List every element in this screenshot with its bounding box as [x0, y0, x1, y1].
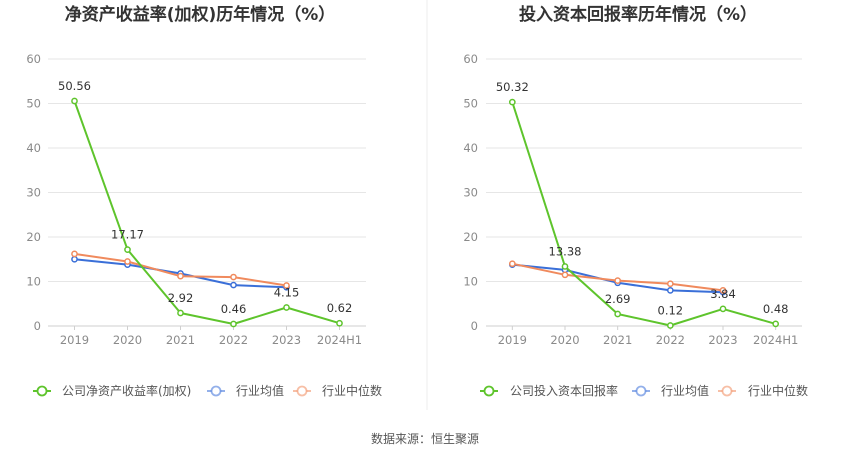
data-label: 0.46	[221, 302, 247, 316]
y-tick-label: 50	[26, 97, 41, 111]
data-label: 4.15	[274, 286, 300, 300]
data-label: 2.92	[168, 291, 194, 305]
legend-label: 行业均值	[661, 383, 709, 398]
data-point-industry_median	[508, 260, 516, 268]
data-point-company	[124, 246, 131, 253]
series-line-industry_median	[74, 252, 287, 287]
data-point-company	[283, 304, 290, 311]
data-label: 0.48	[763, 302, 789, 316]
x-tick-label: 2019	[498, 333, 527, 347]
data-label: 17.17	[111, 228, 144, 242]
data-label: 0.12	[658, 303, 684, 317]
data-point-company	[666, 322, 674, 329]
x-tick-label: 2023	[272, 333, 301, 347]
y-tick-label: 0	[471, 319, 478, 333]
y-tick-label: 10	[26, 275, 41, 289]
data-point-industry_median	[666, 280, 674, 288]
data-point-company	[772, 320, 780, 328]
y-tick-label: 10	[463, 275, 478, 289]
series-line-company	[73, 100, 340, 325]
legend-label: 公司净资产收益率(加权)	[62, 383, 191, 398]
y-tick-label: 30	[463, 186, 478, 200]
x-tick-label: 2021	[166, 333, 195, 347]
roe-chart: 净资产收益率(加权)历年情况（%） 0 10 20 30 40 50 60 2019 2020 20…	[26, 4, 382, 398]
legend-label: 行业中位数	[322, 383, 382, 398]
data-point-industry_median	[230, 273, 237, 281]
legend-swatch-marker	[483, 385, 495, 397]
data-point-company	[71, 97, 78, 105]
legend-swatch-marker	[36, 385, 48, 397]
data-source-note: 数据来源：恒生聚源	[371, 431, 479, 446]
x-tick-label: 2024H1	[753, 333, 798, 347]
y-tick-label: 20	[463, 230, 478, 244]
data-point-industry_avg	[230, 281, 237, 289]
chart-title: 投入资本回报率历年情况（%）	[519, 4, 757, 25]
data-label: 50.32	[496, 80, 529, 94]
legend-swatch-marker	[635, 385, 647, 397]
legend-swatch-marker	[721, 385, 733, 397]
x-tick-label: 2019	[60, 333, 89, 347]
data-point-industry_median	[177, 272, 184, 280]
data-label: 13.38	[549, 244, 582, 258]
data-point-industry_median	[71, 250, 78, 258]
data-point-company	[719, 305, 727, 313]
legend-swatch-marker	[210, 385, 222, 397]
x-tick-label: 2020	[550, 333, 579, 347]
data-point-company	[230, 320, 237, 328]
data-point-company	[508, 98, 516, 106]
data-point-company	[614, 310, 622, 318]
y-tick-label: 40	[26, 141, 41, 155]
data-label: 0.62	[327, 301, 353, 315]
data-point-company	[336, 319, 343, 327]
y-tick-label: 30	[26, 186, 41, 200]
data-label: 50.56	[58, 79, 91, 93]
y-tick-label: 20	[26, 230, 41, 244]
data-label: 3.84	[710, 287, 736, 301]
legend-label: 公司投入资本回报率	[510, 383, 618, 398]
x-tick-label: 2024H1	[317, 333, 362, 347]
x-tick-label: 2020	[113, 333, 142, 347]
data-point-company	[177, 309, 184, 317]
x-tick-label: 2022	[219, 333, 248, 347]
y-tick-label: 50	[463, 97, 478, 111]
data-point-industry_median	[614, 277, 622, 284]
data-point-industry_median	[283, 282, 290, 289]
x-tick-label: 2022	[656, 333, 685, 347]
data-point-industry_avg	[666, 287, 674, 294]
data-point-industry_median	[719, 287, 727, 294]
series-line-company	[511, 101, 776, 327]
y-tick-label: 40	[463, 141, 478, 155]
y-tick-label: 60	[26, 52, 41, 66]
legend-label: 行业均值	[236, 383, 284, 398]
data-point-industry_avg	[71, 255, 78, 263]
x-tick-label: 2021	[603, 333, 632, 347]
data-point-industry_median	[124, 258, 131, 265]
chart-title: 净资产收益率(加权)历年情况（%）	[65, 4, 336, 25]
data-point-industry_median	[561, 271, 569, 279]
y-tick-label: 0	[34, 319, 41, 333]
data-point-company	[561, 263, 569, 270]
y-tick-label: 60	[463, 52, 478, 66]
legend-swatch-marker	[296, 385, 308, 397]
legend-label: 行业中位数	[748, 383, 808, 398]
roic-chart: 投入资本回报率历年情况（%） 0 10 20 30 40 50 60 2019 2020 2021 2…	[463, 4, 808, 398]
x-tick-label: 2023	[708, 333, 737, 347]
data-label: 2.69	[605, 292, 631, 306]
